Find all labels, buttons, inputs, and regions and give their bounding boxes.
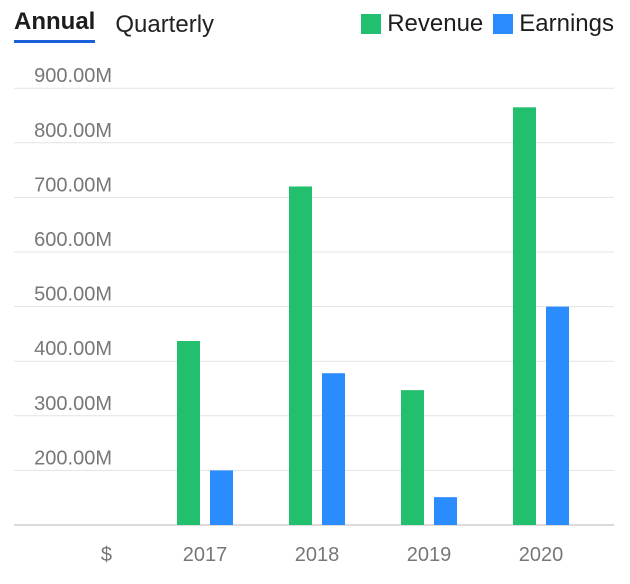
tab-quarterly[interactable]: Quarterly: [115, 11, 215, 38]
y-tick-label: 500.00M: [34, 284, 112, 306]
y-unit-label: $: [101, 544, 112, 566]
y-tick-label: 200.00M: [34, 447, 112, 469]
y-tick-label: 700.00M: [34, 174, 112, 196]
x-tick-label: 2020: [519, 544, 564, 566]
legend-item-earnings[interactable]: Earnings: [493, 10, 614, 38]
y-tick-label: 300.00M: [34, 393, 112, 415]
bar-revenue-2019[interactable]: [401, 390, 424, 525]
chart-legend: Revenue Earnings: [351, 10, 614, 38]
y-tick-label: 600.00M: [34, 229, 112, 251]
x-tick-label: 2018: [295, 544, 340, 566]
y-axis-labels: 200.00M 300.00M 400.00M 500.00M 600.00M 700.0…: [34, 65, 112, 469]
x-tick-label: 2019: [407, 544, 452, 566]
bar-revenue-2017[interactable]: [177, 340, 200, 525]
y-tick-label: 400.00M: [34, 338, 112, 360]
bar-revenue-2020[interactable]: [513, 107, 536, 525]
earnings-swatch: [493, 14, 514, 34]
bar-earnings-2017[interactable]: [210, 470, 233, 525]
revenue-swatch: [361, 14, 382, 34]
tab-annual[interactable]: Annual: [14, 8, 96, 43]
bar-earnings-2019[interactable]: [434, 497, 457, 525]
bars: [177, 107, 569, 526]
y-tick-label: 900.00M: [34, 65, 112, 87]
legend-label-revenue: Revenue: [387, 10, 484, 37]
bar-earnings-2020[interactable]: [546, 306, 569, 525]
legend-label-earnings: Earnings: [519, 10, 614, 37]
x-tick-label: 2017: [183, 544, 228, 566]
x-axis-labels: 2017 2018 2019 2020: [183, 544, 564, 566]
legend-item-revenue[interactable]: Revenue: [361, 10, 483, 38]
bar-earnings-2018[interactable]: [322, 373, 345, 525]
bar-revenue-2018[interactable]: [289, 186, 312, 526]
y-tick-label: 800.00M: [34, 120, 112, 142]
period-tabs: Annual Quarterly: [14, 8, 234, 43]
